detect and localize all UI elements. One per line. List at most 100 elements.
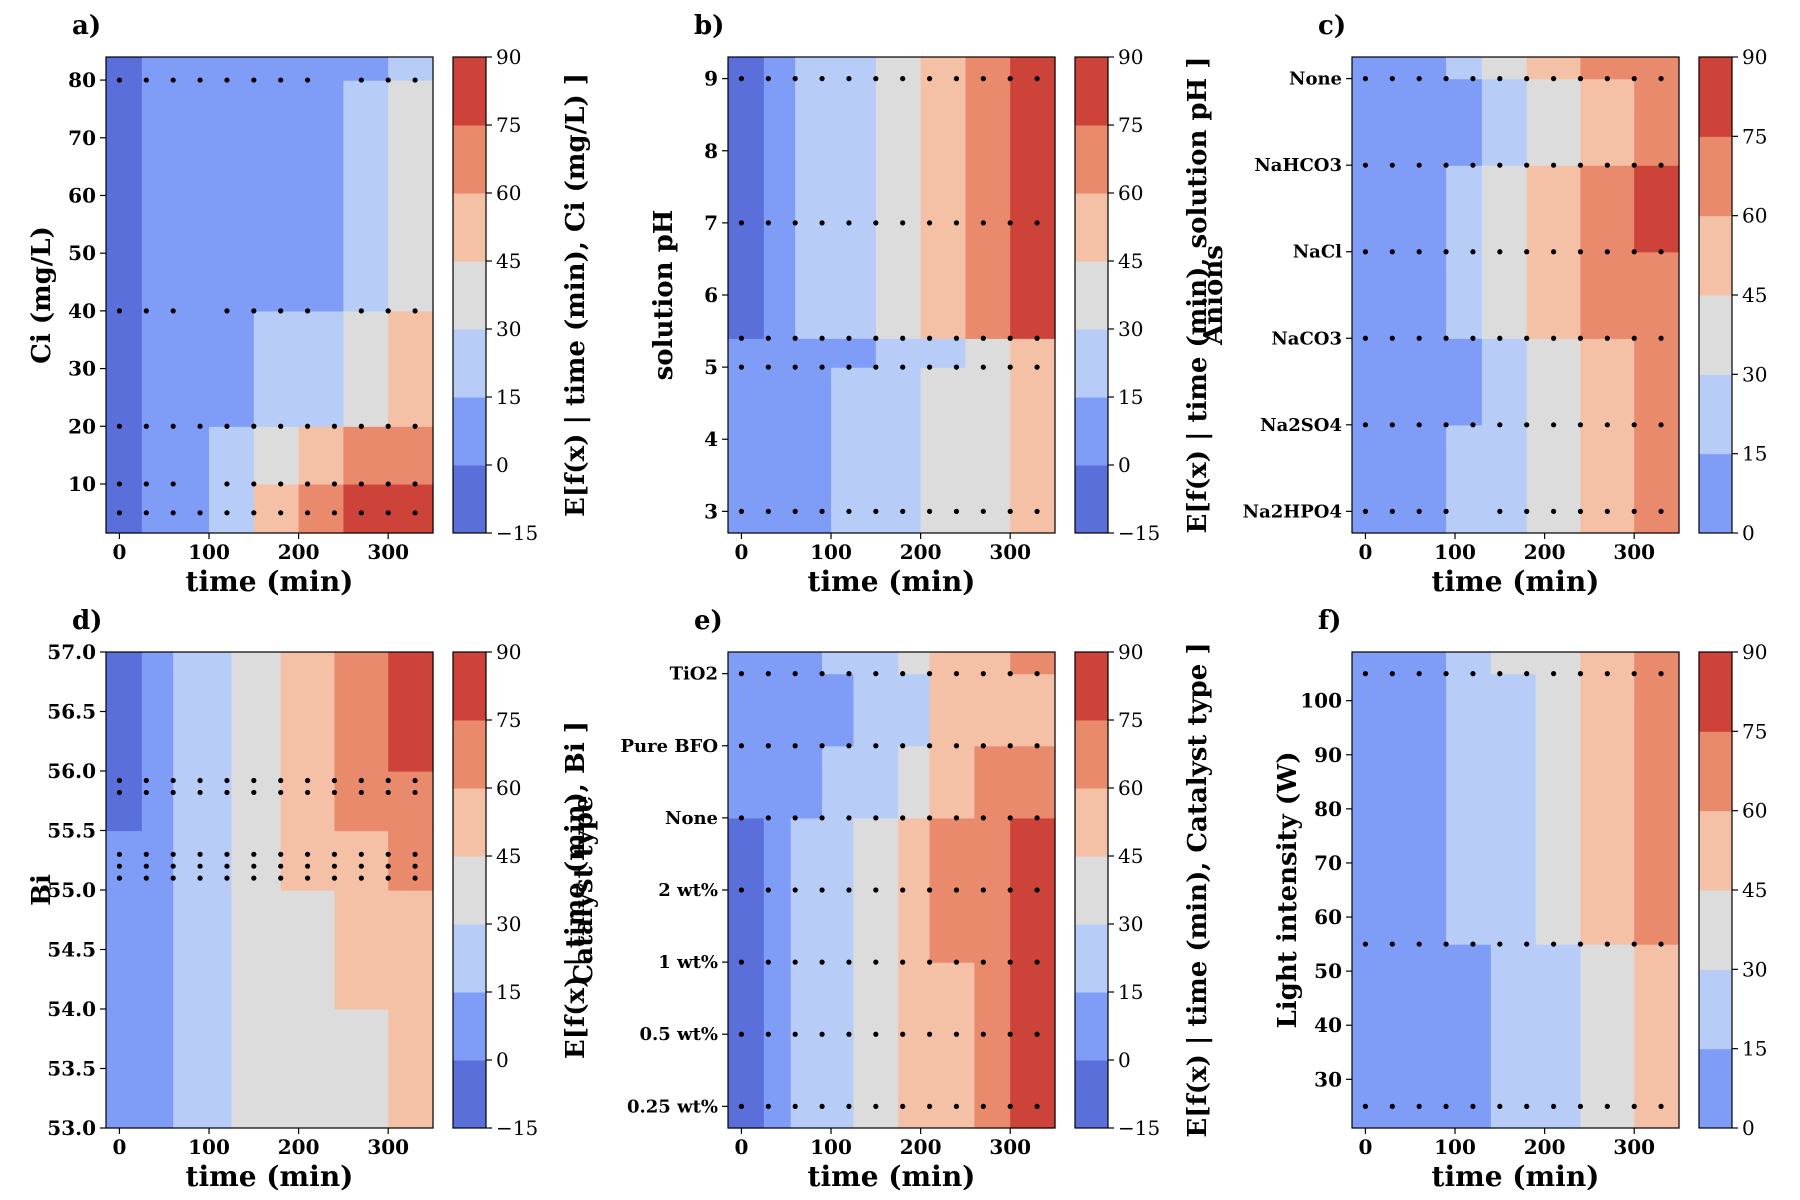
sample-point xyxy=(116,510,123,516)
colorbar-tick-label: 60 xyxy=(496,181,521,205)
sample-point xyxy=(846,508,852,514)
contour-cell xyxy=(1010,1106,1056,1129)
sample-point xyxy=(792,364,798,370)
contour-cell xyxy=(1419,251,1447,339)
contour-cell xyxy=(106,483,143,514)
contour-cell xyxy=(728,222,765,339)
sample-point xyxy=(251,863,257,869)
sample-point xyxy=(846,815,852,821)
sample-point xyxy=(1389,76,1395,82)
sample-point xyxy=(412,77,418,83)
sample-points xyxy=(1362,671,1664,1109)
y-axis-label: Light intensity (W) xyxy=(1273,751,1303,1028)
contour-cell xyxy=(790,1106,823,1129)
contour-cell xyxy=(728,673,765,747)
y-tick-label: 40 xyxy=(68,299,96,323)
contour-cell xyxy=(790,817,823,891)
contour-cell xyxy=(106,652,143,772)
plot-frame xyxy=(105,56,434,534)
colorbar-tick-label: 0 xyxy=(1118,1048,1131,1072)
y-tick-label: 7 xyxy=(704,211,718,235)
y-tick-label: 40 xyxy=(1314,1013,1342,1037)
contour-cell xyxy=(1419,511,1447,534)
sample-point xyxy=(738,364,745,370)
sample-point xyxy=(1416,76,1422,82)
contour-cell xyxy=(1580,165,1635,253)
sample-point xyxy=(143,789,149,796)
sample-point xyxy=(224,789,230,796)
contour-cell xyxy=(1580,673,1635,945)
contour-cell xyxy=(1580,338,1635,426)
y-tick-label: 70 xyxy=(1314,851,1342,875)
y-tick-label: None xyxy=(665,808,718,829)
sample-point xyxy=(873,959,879,965)
sample-point xyxy=(197,789,203,796)
sample-point xyxy=(143,863,149,869)
sample-point xyxy=(873,671,879,677)
colorbar-tick-label: 60 xyxy=(1742,799,1767,823)
sample-point xyxy=(412,851,418,857)
sample-point xyxy=(792,743,798,749)
contour-cell xyxy=(388,652,434,772)
sample-point xyxy=(385,851,391,857)
contour-cell xyxy=(831,57,877,80)
contour-cell xyxy=(141,1009,174,1129)
contour-fill xyxy=(1352,652,1680,1129)
sample-point xyxy=(143,875,149,881)
sample-point xyxy=(1007,887,1013,893)
sample-point xyxy=(953,887,960,893)
colorbar-band xyxy=(453,125,486,194)
contour-cell xyxy=(875,367,922,512)
contour-cell xyxy=(1419,57,1447,80)
contour-cell xyxy=(1580,1106,1635,1129)
colorbar-tick-label: 45 xyxy=(1742,283,1767,307)
y-axis-label: Catalyst type xyxy=(569,796,599,985)
contour-cell xyxy=(1401,1106,1447,1129)
sample-point xyxy=(1577,671,1584,677)
contour-cell xyxy=(1010,817,1056,891)
contour-cell xyxy=(763,57,796,80)
colorbar-band xyxy=(1699,215,1732,296)
sample-point xyxy=(251,777,257,784)
sample-point xyxy=(1034,959,1040,965)
sample-point xyxy=(1550,941,1557,947)
y-tick-label: 2 wt% xyxy=(658,880,718,901)
sample-point xyxy=(1550,335,1557,341)
sample-point xyxy=(224,777,230,784)
sample-point xyxy=(1362,422,1369,428)
contour-cell xyxy=(280,652,336,772)
contour-cell xyxy=(1010,962,1056,1035)
contour-cell xyxy=(209,483,255,514)
colorbar-tick-label: 90 xyxy=(496,640,521,664)
contour-cell xyxy=(1634,251,1680,339)
contour-cell xyxy=(343,426,389,485)
colorbar-band xyxy=(1699,295,1732,375)
colorbar-tick-label: 15 xyxy=(1118,980,1143,1004)
contour-cell xyxy=(343,57,389,81)
contour-cell xyxy=(106,57,143,81)
sample-point xyxy=(412,789,418,796)
sample-point xyxy=(251,875,257,881)
contour-cell xyxy=(898,890,931,963)
sample-point xyxy=(358,875,364,881)
sample-point xyxy=(1443,508,1449,514)
sample-point xyxy=(358,481,364,487)
contour-cell xyxy=(141,57,174,81)
sample-point xyxy=(1658,249,1664,255)
contour-cell xyxy=(1446,652,1492,675)
contour-fill xyxy=(106,652,434,1129)
sample-point xyxy=(953,959,960,965)
sample-point xyxy=(1604,76,1610,82)
y-tick-label: Na2HPO4 xyxy=(1243,501,1342,522)
sample-point xyxy=(331,851,338,857)
contour-cell xyxy=(974,962,1011,1035)
contour-cell xyxy=(253,512,300,534)
sample-point xyxy=(765,1031,771,1037)
contour-cell xyxy=(209,57,255,81)
sample-point xyxy=(224,308,230,314)
contour-cell xyxy=(1446,57,1483,80)
sample-point xyxy=(1470,671,1476,677)
sample-point xyxy=(1604,162,1610,168)
colorbar-tick-label: 60 xyxy=(496,776,521,800)
contour-cell xyxy=(1481,251,1528,339)
